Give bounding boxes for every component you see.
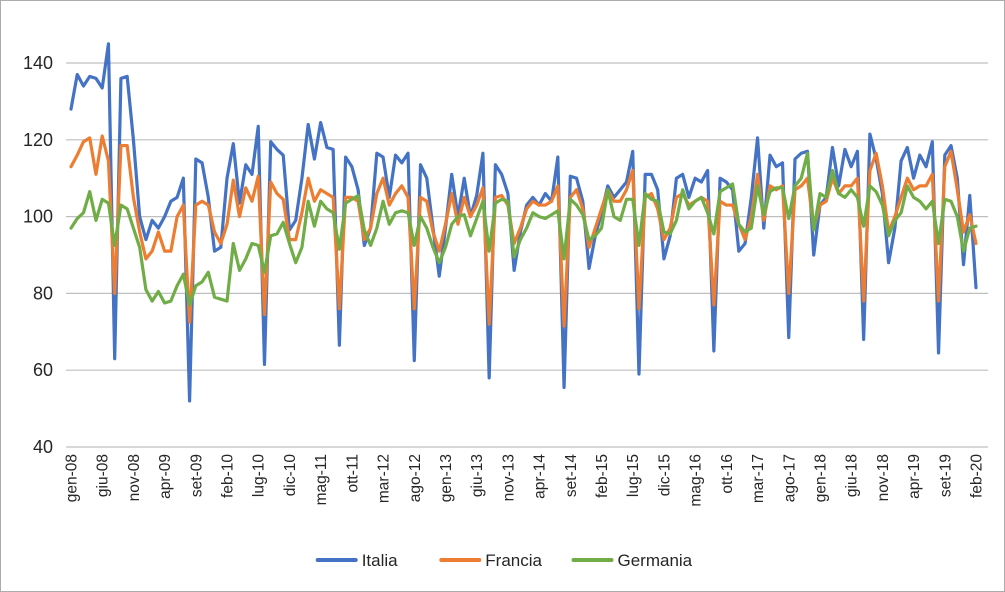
- legend-item-germania: Germania: [571, 551, 693, 570]
- x-tick-label: feb-20: [969, 454, 986, 498]
- x-tick-label: dic-10: [282, 454, 299, 497]
- y-axis-labels: 40 60 80 100 120 140: [23, 53, 53, 457]
- x-tick-label: set-14: [563, 454, 580, 497]
- x-tick-label: mag-11: [313, 454, 330, 505]
- x-axis-labels: gen-08 giu-08 nov-08 apr-09 set-09 feb-10 lug-…: [64, 454, 986, 507]
- legend-label: Germania: [618, 551, 693, 570]
- x-tick-label: apr-09: [157, 454, 174, 499]
- gridlines: [66, 62, 988, 448]
- legend-item-italia: Italia: [315, 551, 398, 570]
- x-tick-label: gen-13: [438, 454, 455, 502]
- legend: Italia Francia Germania: [315, 551, 693, 570]
- y-tick-label: 60: [33, 360, 53, 380]
- x-tick-label: mag-16: [688, 454, 705, 507]
- x-tick-label: feb-15: [594, 454, 611, 498]
- legend-item-francia: Francia: [439, 551, 543, 570]
- y-tick-label: 120: [23, 130, 53, 150]
- x-tick-label: feb-10: [220, 454, 237, 498]
- x-tick-label: apr-14: [532, 454, 549, 499]
- x-tick-label: set-19: [937, 454, 954, 497]
- x-tick-label: lug-10: [251, 454, 268, 497]
- x-tick-label: lug-15: [625, 454, 642, 497]
- legend-label: Italia: [362, 551, 398, 570]
- x-tick-label: giu-18: [844, 454, 861, 497]
- y-tick-label: 140: [23, 53, 53, 73]
- x-tick-label: ago-12: [407, 454, 424, 502]
- x-tick-label: giu-08: [95, 454, 112, 497]
- x-tick-label: mar-12: [376, 454, 393, 503]
- y-tick-label: 40: [33, 437, 53, 457]
- legend-label: Francia: [485, 551, 542, 570]
- y-tick-label: 100: [23, 207, 53, 227]
- x-tick-label: dic-15: [656, 454, 673, 496]
- x-tick-label: ott-16: [719, 454, 736, 494]
- x-tick-label: nov-13: [500, 454, 517, 501]
- x-tick-label: set-09: [188, 454, 205, 497]
- x-tick-label: gen-18: [812, 454, 829, 502]
- series-line-germania: [69, 151, 978, 307]
- x-tick-label: nov-18: [875, 454, 892, 501]
- series-line-francia: [69, 134, 978, 328]
- x-tick-label: ott-11: [344, 454, 361, 493]
- x-tick-label: ago-17: [781, 454, 798, 502]
- y-tick-label: 80: [33, 283, 53, 303]
- x-tick-label: nov-08: [126, 454, 143, 501]
- x-tick-label: mar-17: [750, 454, 767, 503]
- x-tick-label: gen-08: [64, 454, 81, 502]
- x-tick-label: apr-19: [906, 454, 923, 499]
- x-tick-label: giu-13: [469, 454, 486, 497]
